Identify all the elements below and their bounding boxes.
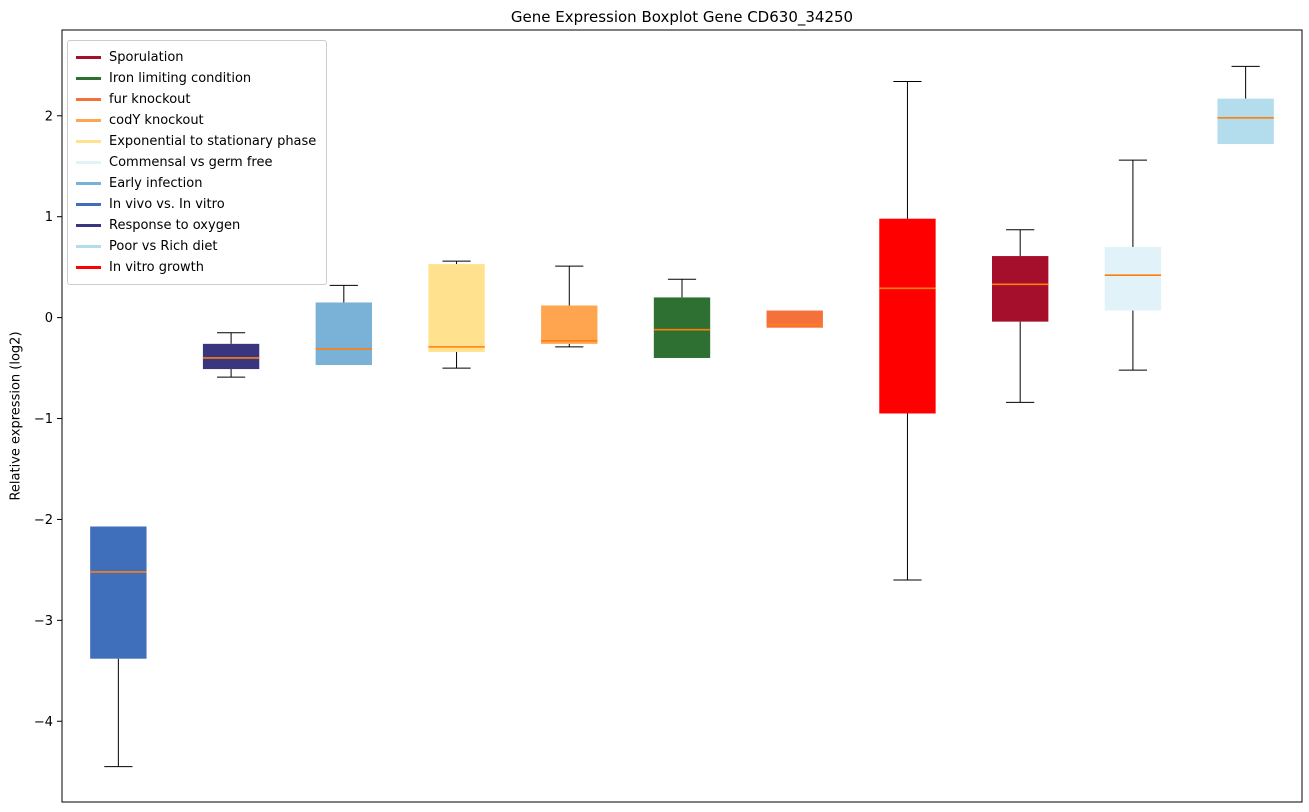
- box-group: [1104, 159, 1162, 371]
- legend-item: In vivo vs. In vitro: [76, 194, 316, 215]
- legend-label: Iron limiting condition: [109, 71, 252, 86]
- box-group: [202, 332, 260, 378]
- legend-item: Poor vs Rich diet: [76, 236, 316, 257]
- legend-line-swatch: [76, 119, 101, 122]
- box-group: [90, 526, 147, 768]
- y-tick-label: 1: [45, 210, 53, 225]
- legend-label: fur knockout: [109, 92, 191, 107]
- legend-line-swatch: [76, 161, 101, 164]
- box: [1104, 246, 1162, 311]
- box: [315, 302, 372, 366]
- legend-item: codY knockout: [76, 110, 316, 131]
- legend-label: Early infection: [109, 176, 203, 191]
- legend-label: In vitro growth: [109, 260, 204, 275]
- box: [202, 343, 260, 370]
- y-tick-label: −1: [34, 412, 53, 427]
- y-tick-label: −3: [34, 614, 53, 629]
- legend-item: In vitro growth: [76, 257, 316, 278]
- legend-line-swatch: [76, 182, 101, 185]
- box-group: [315, 284, 372, 366]
- box: [766, 310, 823, 328]
- box: [879, 218, 936, 414]
- legend-line-swatch: [76, 98, 101, 101]
- y-tick-label: −2: [34, 513, 53, 528]
- box-group: [653, 278, 711, 358]
- legend-line-swatch: [76, 56, 101, 59]
- axes-frame: [61, 29, 1303, 803]
- legend-item: fur knockout: [76, 89, 316, 110]
- legend-label: Sporulation: [109, 50, 184, 65]
- box-group: [428, 260, 485, 369]
- legend-label: Poor vs Rich diet: [109, 239, 218, 254]
- box-group: [879, 80, 936, 581]
- box: [90, 526, 147, 659]
- y-tick-label: 2: [45, 109, 53, 124]
- legend-label: Response to oxygen: [109, 218, 241, 233]
- legend-item: Exponential to stationary phase: [76, 131, 316, 152]
- legend: Sporulation Iron limiting condition fur kn…: [67, 40, 328, 285]
- box: [541, 305, 598, 344]
- box: [992, 256, 1049, 322]
- legend-label: codY knockout: [109, 113, 204, 128]
- legend-item: Sporulation: [76, 47, 316, 68]
- legend-line-swatch: [76, 140, 101, 143]
- legend-line-swatch: [76, 203, 101, 206]
- box-group: [1217, 65, 1274, 145]
- box: [1217, 98, 1274, 145]
- chart-title: Gene Expression Boxplot Gene CD630_34250: [510, 8, 854, 26]
- box: [428, 264, 485, 352]
- legend-item: Response to oxygen: [76, 215, 316, 236]
- legend-label: Commensal vs germ free: [109, 155, 273, 170]
- y-tick-label: −4: [34, 715, 53, 730]
- legend-item: Iron limiting condition: [76, 68, 316, 89]
- legend-line-swatch: [76, 266, 101, 269]
- legend-line-swatch: [76, 224, 101, 227]
- y-tick-label: 0: [45, 311, 53, 326]
- legend-item: Early infection: [76, 173, 316, 194]
- box: [653, 297, 711, 358]
- box-group: [992, 229, 1049, 403]
- legend-label: Exponential to stationary phase: [109, 134, 317, 149]
- legend-item: Commensal vs germ free: [76, 152, 316, 173]
- box-group: [766, 310, 823, 328]
- legend-line-swatch: [76, 245, 101, 248]
- legend-line-swatch: [76, 77, 101, 80]
- box-group: [541, 265, 598, 348]
- legend-label: In vivo vs. In vitro: [109, 197, 225, 212]
